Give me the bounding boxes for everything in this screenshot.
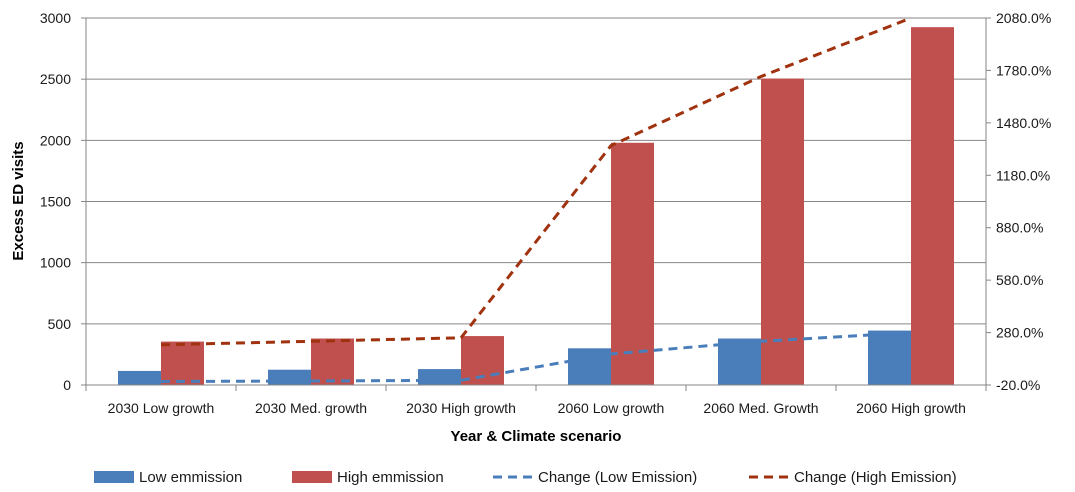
y2-tick-label: 1180.0%: [996, 167, 1050, 183]
legend-swatch: [94, 471, 134, 483]
x-tick-label: 2060 High growth: [856, 400, 966, 416]
y2-tick-label: 280.0%: [996, 325, 1043, 341]
bar: [718, 338, 761, 385]
x-tick-label: 2060 Low growth: [558, 400, 665, 416]
y2-tick-label: -20.0%: [996, 377, 1040, 393]
y2-tick-label: 580.0%: [996, 272, 1043, 288]
x-axis-title: Year & Climate scenario: [451, 428, 622, 445]
legend-item: High emmission: [292, 469, 444, 486]
bar: [611, 142, 654, 385]
y-tick-label: 0: [63, 377, 71, 393]
legend-label: Low emmission: [139, 469, 242, 486]
bars: [118, 27, 954, 386]
y-tick-label: 1500: [40, 194, 71, 210]
bar: [418, 369, 461, 385]
y2-tick-label: 1780.0%: [996, 62, 1051, 78]
bar: [118, 370, 161, 385]
lines: [160, 16, 912, 383]
gridlines: [86, 17, 986, 325]
bar: [868, 330, 911, 385]
bar: [161, 341, 204, 385]
bar: [911, 27, 954, 386]
bar: [268, 369, 311, 385]
y-tick-label: 500: [48, 316, 72, 332]
legend: Low emmission High emmission Change (Low E…: [94, 469, 957, 486]
legend-swatch: [292, 471, 332, 483]
legend-label: Change (High Emission): [794, 469, 957, 486]
legend-item: Change (High Emission): [749, 469, 957, 486]
legend-label: High emmission: [337, 469, 444, 486]
x-tick-label: 2030 High growth: [406, 400, 516, 416]
y-tick-label: 1000: [40, 255, 71, 271]
x-tick-label: 2060 Med. Growth: [703, 400, 818, 416]
bar: [568, 348, 611, 385]
x-tick-label: 2030 Med. growth: [255, 400, 367, 416]
y2-tick-label: 2080.0%: [996, 10, 1051, 26]
y-tick-label: 2000: [40, 132, 71, 148]
y-tick-label: 3000: [40, 10, 71, 26]
legend-item: Low emmission: [94, 469, 242, 486]
legend-label: Change (Low Emission): [538, 469, 697, 486]
y2-tick-label: 1480.0%: [996, 115, 1051, 131]
tick-labels: 0 500 1000 1500 2000 2500 3000 -20.0% 280.0% 580.…: [40, 10, 1051, 416]
bar: [311, 338, 354, 385]
y-tick-label: 2500: [40, 71, 71, 87]
bar: [761, 78, 804, 386]
series-line: [160, 16, 912, 347]
y-axis-title: Excess ED visits: [10, 141, 27, 260]
x-tick-label: 2030 Low growth: [108, 400, 215, 416]
axes: [81, 17, 991, 391]
series-line: [160, 331, 912, 383]
y2-tick-label: 880.0%: [996, 220, 1043, 236]
legend-item: Change (Low Emission): [493, 469, 697, 486]
